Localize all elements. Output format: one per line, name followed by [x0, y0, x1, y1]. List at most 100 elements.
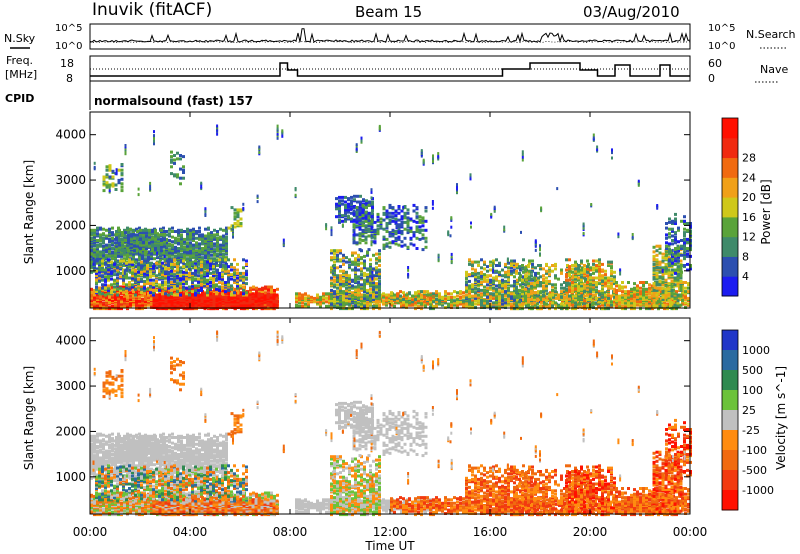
power-cell — [168, 251, 171, 255]
power-cell — [394, 230, 398, 233]
power-cell — [128, 283, 131, 287]
power-cell — [139, 234, 142, 238]
power-cell — [198, 257, 201, 261]
power-cell — [301, 293, 304, 297]
power-cell — [257, 294, 261, 298]
power-cell — [167, 279, 170, 283]
power-cell — [203, 265, 206, 269]
power-cell — [123, 244, 126, 248]
power-cell — [338, 209, 341, 213]
power-cell — [382, 227, 386, 231]
noise-panel-frame — [89, 23, 691, 50]
power-cell — [218, 293, 222, 297]
power-cell — [117, 226, 120, 230]
power-cell — [415, 220, 419, 224]
power-cell — [137, 266, 140, 270]
power-cell — [415, 206, 419, 210]
power-cell — [179, 266, 182, 270]
power-cell — [191, 284, 194, 288]
power-cell — [382, 235, 386, 239]
power-cell — [237, 291, 240, 295]
power-cell — [361, 228, 365, 232]
power-cell — [342, 294, 345, 298]
power-cell — [206, 274, 209, 278]
power-cell — [96, 259, 99, 263]
power-cell — [319, 295, 322, 299]
power-cell — [161, 294, 165, 298]
power-cell — [406, 216, 410, 220]
power-cell — [158, 303, 162, 307]
power-cell — [227, 292, 231, 296]
power-cell — [192, 260, 195, 264]
power-cell — [157, 250, 160, 254]
power-cell — [129, 227, 132, 231]
power-cell — [462, 291, 465, 295]
power-cell — [105, 234, 108, 238]
power-cell — [167, 259, 170, 263]
power-cell — [151, 236, 154, 240]
power-cell — [341, 195, 344, 199]
power-cell — [409, 236, 413, 240]
power-cell — [149, 269, 152, 273]
power-cell — [125, 261, 128, 265]
power-cell — [152, 298, 156, 301]
power-cell — [204, 239, 207, 242]
power-cell — [209, 264, 212, 267]
power-cell — [176, 284, 179, 288]
power-cell — [336, 266, 339, 270]
power-cell — [348, 274, 351, 278]
power-cell — [397, 225, 401, 229]
power-cell — [408, 296, 411, 300]
power-cell — [342, 269, 345, 273]
power-cell — [260, 295, 264, 299]
power-cell — [424, 236, 428, 240]
power-cell — [204, 245, 207, 249]
power-cell — [99, 294, 102, 298]
power-cell — [126, 253, 129, 257]
power-cell — [227, 298, 231, 301]
power-cell — [388, 241, 392, 245]
power-cell — [174, 236, 177, 240]
power-cell — [369, 291, 372, 295]
power-cell — [227, 258, 230, 262]
power-cell — [227, 288, 230, 292]
power-cell — [131, 271, 134, 275]
power-cell — [204, 251, 207, 255]
power-cell — [170, 259, 173, 263]
power-cell — [366, 307, 369, 311]
noise-panel: N.Sky 10^5 10^0 10^5 10^0 N.Search — [4, 23, 796, 52]
power-cell — [385, 295, 388, 299]
power-cell — [118, 234, 121, 238]
power-cell — [338, 201, 341, 205]
power-cell — [219, 235, 222, 239]
power-cell — [188, 299, 192, 303]
power-cell — [143, 285, 146, 289]
power-cell — [333, 264, 336, 267]
power-cell — [239, 275, 242, 279]
power-cell — [549, 291, 552, 295]
power-cell — [164, 292, 167, 296]
power-cell — [364, 237, 368, 241]
power-cell — [245, 273, 248, 277]
power-cell — [403, 236, 407, 240]
power-cell — [367, 216, 371, 220]
power-cell — [212, 278, 215, 282]
power-cell — [90, 270, 93, 274]
power-cell — [360, 304, 363, 308]
power-cell — [339, 251, 342, 255]
power-cell — [102, 244, 105, 248]
power-cell — [164, 283, 167, 287]
power-cell — [204, 227, 207, 231]
power-cell — [357, 293, 360, 297]
power-cell — [128, 258, 131, 262]
power-cell — [113, 287, 116, 291]
power-cell — [444, 301, 447, 305]
power-cell — [93, 302, 96, 306]
power-cell — [255, 291, 258, 295]
power-cell — [171, 240, 174, 244]
power-cell — [618, 294, 621, 298]
power-cell — [333, 300, 336, 304]
power-cell — [330, 294, 333, 298]
power-cell — [174, 230, 177, 233]
power-cell — [113, 273, 116, 277]
